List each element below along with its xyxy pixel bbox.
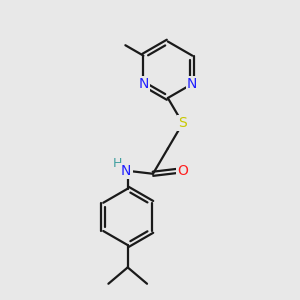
Text: N: N — [138, 77, 148, 91]
Text: H: H — [112, 157, 122, 170]
Text: S: S — [178, 116, 187, 130]
Text: N: N — [121, 164, 131, 178]
Text: O: O — [177, 164, 188, 178]
Text: N: N — [187, 77, 197, 91]
